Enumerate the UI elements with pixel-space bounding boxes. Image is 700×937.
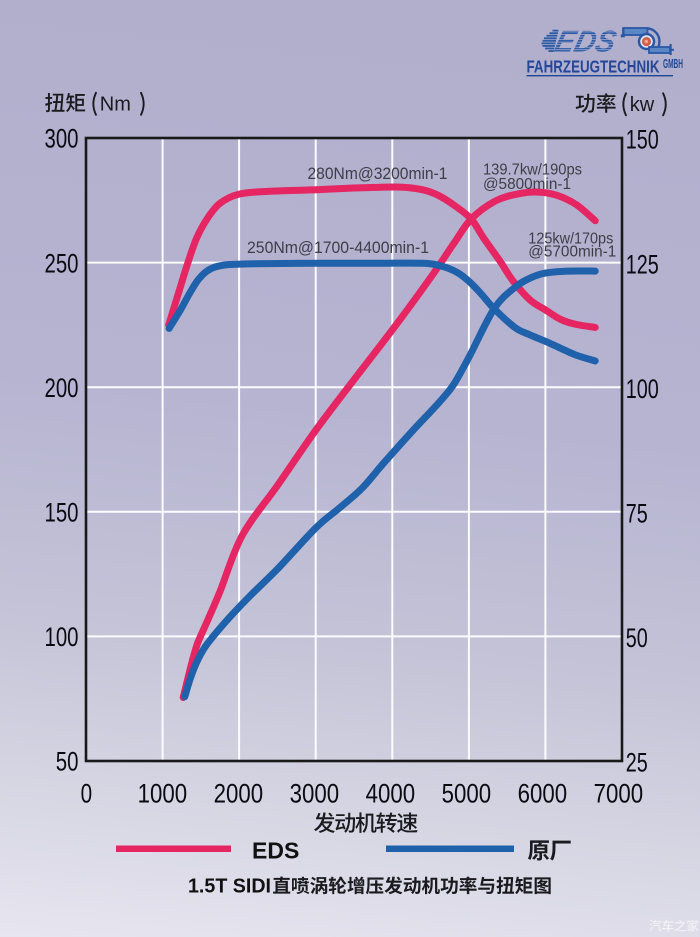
svg-text:75: 75 [626,499,648,529]
svg-text:kw: kw [630,94,655,116]
svg-text:4000: 4000 [366,779,416,809]
svg-text:2000: 2000 [214,779,264,809]
svg-text:0: 0 [81,779,93,809]
svg-text:3000: 3000 [290,779,340,809]
svg-text:150: 150 [45,498,79,528]
svg-text:@5800min-1: @5800min-1 [483,176,571,193]
svg-text:139.7kw/190ps: 139.7kw/190ps [483,162,582,179]
svg-text:Nm: Nm [100,94,131,116]
svg-text:7000: 7000 [594,779,644,809]
svg-text:250Nm@1700-4400min-1: 250Nm@1700-4400min-1 [247,239,429,257]
svg-text:300: 300 [45,124,79,154]
svg-text:EDS: EDS [551,25,621,58]
svg-text:200: 200 [45,373,79,403]
svg-text:EDS: EDS [252,838,299,864]
svg-text:100: 100 [45,622,79,652]
svg-text:50: 50 [56,747,79,777]
svg-text:6000: 6000 [518,779,568,809]
svg-text:150: 150 [626,125,659,155]
svg-text:1000: 1000 [138,779,188,809]
svg-text:280Nm@3200min-1: 280Nm@3200min-1 [308,165,448,183]
svg-text:@5700min-1: @5700min-1 [528,243,616,260]
svg-text:FAHRZEUGTECHNIK: FAHRZEUGTECHNIK [527,57,660,77]
svg-text:25: 25 [626,748,648,778]
svg-text:GMBH: GMBH [663,57,683,71]
svg-text:125kw/170ps: 125kw/170ps [528,231,613,248]
svg-text:125: 125 [626,249,659,279]
svg-text:50: 50 [626,623,648,653]
svg-text:1.5T SIDI: 1.5T SIDI [188,876,271,898]
svg-text:250: 250 [45,248,79,278]
svg-text:100: 100 [626,374,659,404]
svg-text:5000: 5000 [442,779,492,809]
